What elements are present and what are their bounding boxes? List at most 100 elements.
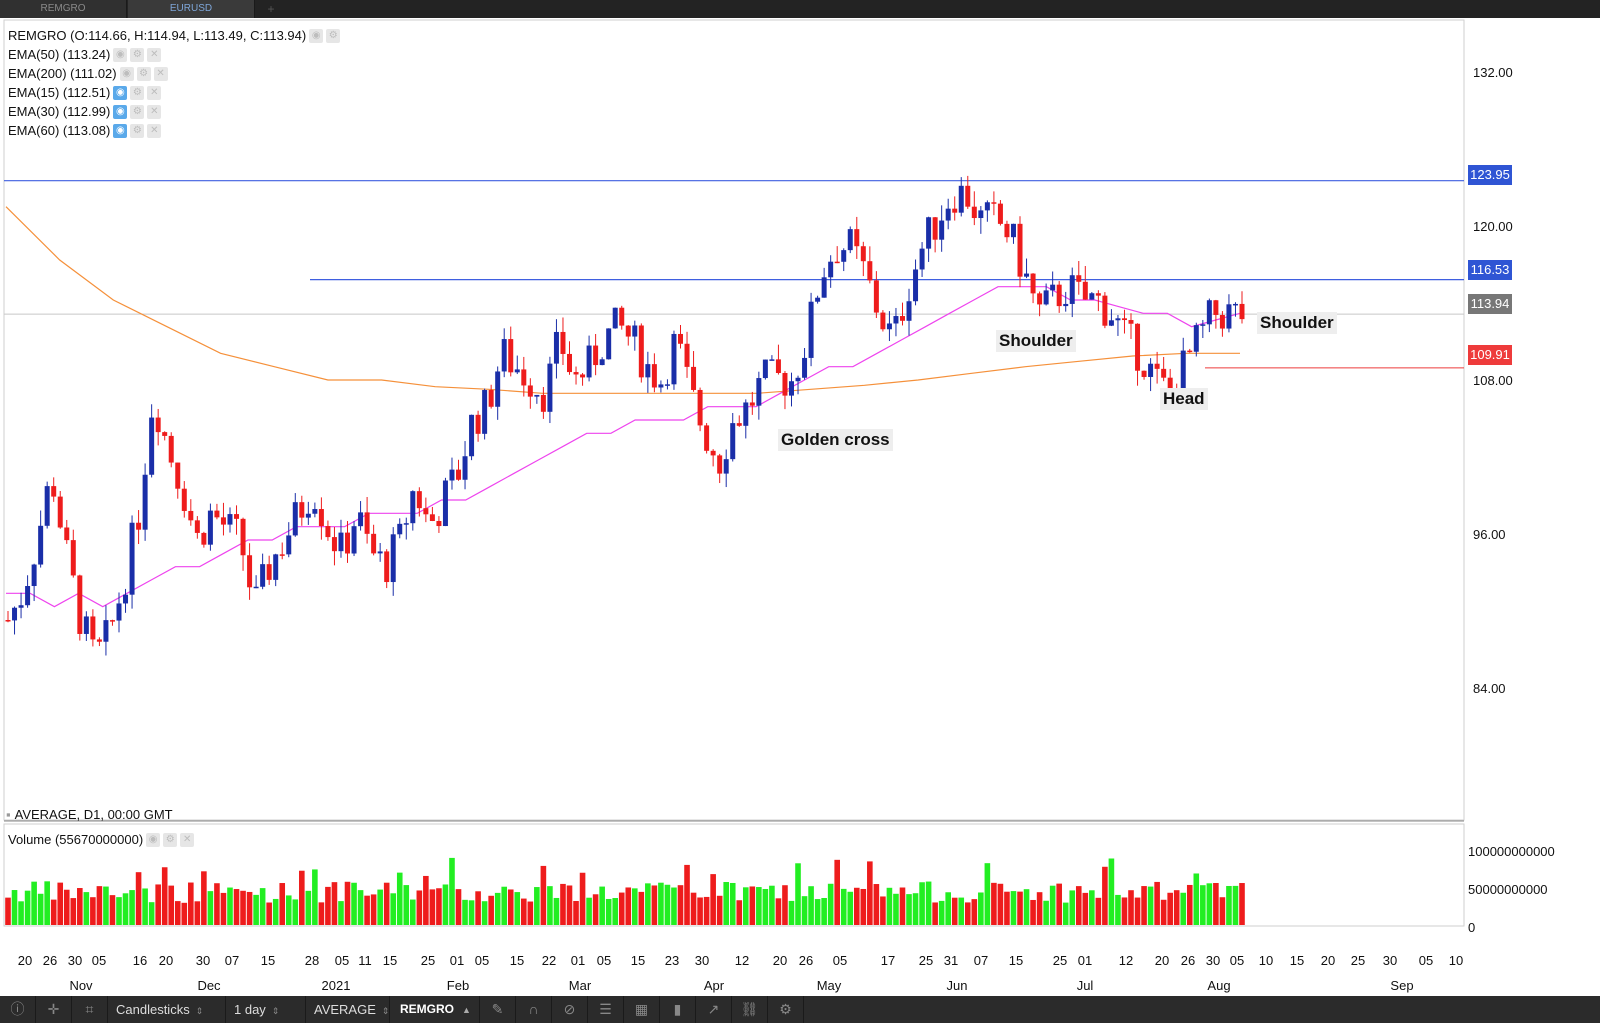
volume-bar <box>240 890 246 925</box>
candle-body <box>586 345 592 378</box>
settings-icon[interactable]: ⚙ <box>130 105 145 119</box>
tab-remgro[interactable]: REMGRO <box>0 0 127 18</box>
tab-eurusd[interactable]: EURUSD <box>128 0 255 18</box>
price-type-value: AVERAGE <box>314 1002 376 1017</box>
time-axis-day-label: 05 <box>832 953 848 968</box>
close-icon[interactable]: ✕ <box>153 67 168 81</box>
volume-bar <box>122 893 129 925</box>
visibility-icon[interactable]: ◉ <box>113 105 128 119</box>
candle-body <box>978 210 984 219</box>
legend-ema15-text: EMA(15) (112.51) <box>8 85 111 100</box>
volume-bar <box>547 886 553 925</box>
volume-bar <box>109 895 116 925</box>
volume-bar <box>579 872 586 925</box>
candle-body <box>1004 223 1010 238</box>
volume-bar <box>801 896 808 925</box>
settings-icon[interactable]: ⚙ <box>130 86 145 100</box>
link-icon[interactable]: ⛓ <box>732 996 768 1023</box>
grid-icon[interactable]: ▦ <box>624 996 660 1023</box>
hide-icon[interactable]: ⊘ <box>552 996 588 1023</box>
annotation-shoulder-left[interactable]: Shoulder <box>996 330 1076 352</box>
chart-area[interactable]: REMGRO (O:114.66, H:114.94, L:113.49, C:… <box>0 18 1600 996</box>
candle-body <box>717 455 723 474</box>
volume-bar <box>893 893 899 925</box>
candlesticks <box>5 175 1245 656</box>
candle-body <box>593 345 599 366</box>
candle-body <box>860 246 866 262</box>
volume-bar <box>325 886 331 925</box>
bookmark-icon[interactable]: ▮ <box>660 996 696 1023</box>
chevron-up-icon: ▲ <box>462 1005 471 1015</box>
candle-body <box>815 297 821 302</box>
volume-bar <box>1213 882 1219 925</box>
candle-body <box>397 523 403 535</box>
gear-icon[interactable]: ⚙ <box>768 996 804 1023</box>
close-icon[interactable]: ✕ <box>147 105 162 119</box>
magnet-icon[interactable]: ∩ <box>516 996 552 1023</box>
add-tab-icon[interactable]: + <box>267 2 275 16</box>
visibility-icon[interactable]: ◉ <box>113 48 128 62</box>
annotation-shoulder-right[interactable]: Shoulder <box>1257 312 1337 334</box>
candle-body <box>25 586 31 606</box>
close-icon[interactable]: ✕ <box>147 124 162 138</box>
info-icon[interactable]: ⓘ <box>0 996 36 1023</box>
volume-bar <box>305 890 312 925</box>
candle-body <box>919 248 925 270</box>
candle-body <box>906 301 912 321</box>
trend-icon[interactable]: ↗ <box>696 996 732 1023</box>
volume-bar <box>1193 873 1200 925</box>
candle-body <box>508 339 514 373</box>
close-icon[interactable]: ✕ <box>147 48 162 62</box>
chart-canvas[interactable] <box>0 18 1600 996</box>
close-icon[interactable]: ✕ <box>147 86 162 100</box>
volume-axis-label: 50000000000 <box>1468 882 1548 897</box>
price-tag-resistance: 123.95 <box>1468 165 1512 185</box>
time-axis-day-label: 12 <box>734 953 750 968</box>
candle-body <box>730 423 736 460</box>
settings-icon[interactable]: ⚙ <box>163 833 178 847</box>
visibility-icon[interactable]: ◉ <box>309 29 324 43</box>
volume-bar <box>194 901 201 925</box>
candle-body <box>1024 273 1030 277</box>
time-axis-month-label: Dec <box>197 978 221 993</box>
crop-icon[interactable]: ⌗ <box>72 996 108 1023</box>
price-type-select[interactable]: AVERAGE ⇕ <box>306 996 390 1023</box>
candle-body <box>462 456 468 480</box>
volume-bar <box>638 891 645 925</box>
annotation-head[interactable]: Head <box>1160 388 1208 410</box>
list-icon[interactable]: ☰ <box>588 996 624 1023</box>
candle-body <box>83 616 89 634</box>
candle-body <box>723 459 729 474</box>
volume-bar <box>90 897 96 925</box>
legend-main-text: REMGRO (O:114.66, H:114.94, L:113.49, C:… <box>8 28 307 43</box>
visibility-icon[interactable]: ◉ <box>113 124 128 138</box>
settings-icon[interactable]: ⚙ <box>130 48 145 62</box>
candle-body <box>782 373 788 396</box>
crosshair-icon[interactable]: ✛ <box>36 996 72 1023</box>
visibility-icon[interactable]: ◉ <box>146 833 161 847</box>
close-icon[interactable]: ✕ <box>180 833 195 847</box>
settings-icon[interactable]: ⚙ <box>130 124 145 138</box>
visibility-icon[interactable]: ◉ <box>119 67 134 81</box>
volume-bar <box>749 886 756 925</box>
time-axis-day-label: 25 <box>918 953 934 968</box>
time-axis-day-label: 15 <box>630 953 646 968</box>
annotation-golden-cross[interactable]: Golden cross <box>778 429 893 451</box>
volume-bar <box>390 893 397 925</box>
symbol-selector[interactable]: REMGRO ▲ <box>390 996 480 1023</box>
volume-bar <box>736 900 743 925</box>
volume-bar <box>396 872 403 925</box>
settings-icon[interactable]: ⚙ <box>136 67 151 81</box>
visibility-icon[interactable]: ◉ <box>113 86 128 100</box>
candle-body <box>364 512 370 534</box>
candle-body <box>684 343 690 367</box>
candle-body <box>475 414 481 434</box>
timeframe-select[interactable]: 1 day ⇕ <box>226 996 306 1023</box>
chart-type-select[interactable]: Candlesticks ⇕ <box>108 996 226 1023</box>
candle-body <box>1128 320 1134 324</box>
volume-bar <box>553 897 560 925</box>
pencil-icon[interactable]: ✎ <box>480 996 516 1023</box>
volume-bar <box>1017 891 1023 925</box>
settings-icon[interactable]: ⚙ <box>326 29 341 43</box>
candle-body <box>1226 304 1232 329</box>
